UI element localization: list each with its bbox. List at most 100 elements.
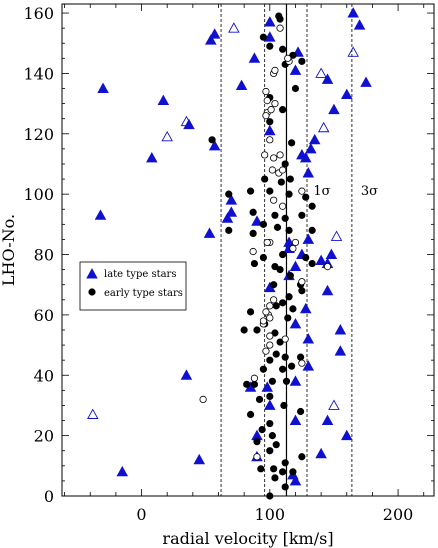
early-type-star-point xyxy=(276,15,284,23)
late-type-star-point xyxy=(321,284,334,296)
early-type-star-point xyxy=(281,214,289,222)
early-type-star-point xyxy=(281,483,289,491)
early-type-star-point-open xyxy=(291,238,300,247)
legend-box xyxy=(79,261,187,311)
early-type-star-point xyxy=(268,432,276,440)
early-type-star-point xyxy=(240,326,248,334)
early-type-star-point xyxy=(296,353,305,361)
late-type-star-point xyxy=(208,139,221,151)
early-type-star-point xyxy=(289,468,297,476)
late-type-star-point-open xyxy=(180,115,193,127)
early-type-star-point xyxy=(266,42,274,50)
data-points xyxy=(87,7,372,500)
early-type-star-point-open xyxy=(259,317,267,325)
early-type-star-point xyxy=(279,45,287,53)
early-type-star-point xyxy=(281,459,289,467)
late-type-star-point xyxy=(146,152,158,163)
early-type-star-point xyxy=(296,407,305,416)
early-type-star-point-open xyxy=(262,112,270,120)
late-type-star-point-open xyxy=(347,46,359,57)
early-type-star-point xyxy=(273,223,282,231)
axis-ticks xyxy=(62,4,434,497)
x-axis-title: radial velocity [km/s] xyxy=(162,529,333,548)
early-type-star-point xyxy=(257,465,265,473)
early-type-star-point xyxy=(261,175,269,183)
late-type-star-point xyxy=(225,206,238,217)
late-type-star-point-open xyxy=(315,67,327,78)
y-tick-label: 140 xyxy=(23,64,54,83)
late-type-star-point xyxy=(235,79,248,90)
legend: late type stars early type stars xyxy=(79,261,187,311)
early-type-star-point xyxy=(288,139,296,147)
late-type-star-point xyxy=(183,118,195,130)
y-axis-title: LHO-No. xyxy=(0,214,18,286)
early-type-star-point-open xyxy=(298,359,306,367)
early-type-star-point xyxy=(246,410,255,419)
early-type-star-point xyxy=(280,401,288,410)
late-type-star-point-open xyxy=(87,408,99,419)
early-type-star-point xyxy=(291,84,300,93)
late-type-star-point xyxy=(328,103,340,115)
early-type-star-point xyxy=(243,380,251,388)
early-type-star-point xyxy=(268,377,276,385)
late-type-star-point-open xyxy=(330,230,343,241)
late-type-star-point xyxy=(205,34,217,45)
early-type-star-point-open xyxy=(266,332,274,340)
early-type-star-point xyxy=(253,326,261,334)
early-type-star-point xyxy=(253,438,261,446)
early-type-star-point xyxy=(298,57,306,65)
late-type-star-point xyxy=(264,399,276,410)
late-type-star-point xyxy=(334,345,347,356)
late-type-star-point xyxy=(203,227,216,238)
early-type-star-point xyxy=(208,136,216,144)
early-type-star-point-open xyxy=(261,151,269,159)
early-type-star-point xyxy=(249,208,257,216)
early-type-star-point xyxy=(289,305,297,313)
early-type-star-point xyxy=(255,395,264,404)
early-type-star-point-open xyxy=(262,87,270,96)
late-type-star-point xyxy=(97,82,109,93)
early-type-star-point xyxy=(266,447,274,455)
late-type-star-point xyxy=(308,133,321,145)
legend-triangle-marker xyxy=(86,268,98,279)
early-type-star-point xyxy=(272,441,280,449)
early-type-star-point xyxy=(259,220,267,228)
y-tick-label: 120 xyxy=(23,125,54,144)
early-type-star-point xyxy=(285,190,293,198)
early-type-star-point xyxy=(246,308,255,316)
early-type-star-point xyxy=(249,229,257,237)
early-type-star-point xyxy=(279,250,287,259)
early-type-star-point-open xyxy=(279,202,287,210)
early-type-star-point xyxy=(246,187,255,195)
early-type-star-point xyxy=(270,281,278,289)
early-type-star-point xyxy=(250,380,259,388)
late-type-star-point xyxy=(208,28,221,39)
y-tick-label: 160 xyxy=(23,4,54,23)
early-type-star-point xyxy=(298,211,306,219)
early-type-star-point-open xyxy=(266,136,274,144)
legend-label: late type stars xyxy=(104,269,176,280)
y-tick-label: 60 xyxy=(34,306,54,325)
early-type-star-point-open xyxy=(270,154,278,162)
early-type-star-point xyxy=(302,253,310,262)
late-type-star-point xyxy=(360,76,372,87)
early-type-star-point-open xyxy=(267,106,275,114)
late-type-star-point xyxy=(305,142,317,154)
late-type-star-point xyxy=(341,88,353,100)
plot-frame xyxy=(61,3,435,497)
early-type-star-point xyxy=(308,226,316,234)
early-type-star-point-open xyxy=(250,374,259,382)
early-type-star-point xyxy=(279,365,287,373)
early-type-star-point xyxy=(250,259,259,268)
late-type-star-point xyxy=(302,233,315,244)
late-type-star-point xyxy=(289,260,302,272)
early-type-star-point-open xyxy=(266,314,274,322)
early-type-star-point-open xyxy=(271,100,279,108)
late-type-star-point xyxy=(302,333,315,344)
x-tick-label: 100 xyxy=(255,505,286,524)
late-type-star-point-open xyxy=(161,130,173,142)
late-type-star-point xyxy=(289,414,302,425)
late-type-star-point xyxy=(264,16,276,27)
late-type-star-point xyxy=(193,453,206,465)
late-type-star-point-open xyxy=(328,399,340,410)
